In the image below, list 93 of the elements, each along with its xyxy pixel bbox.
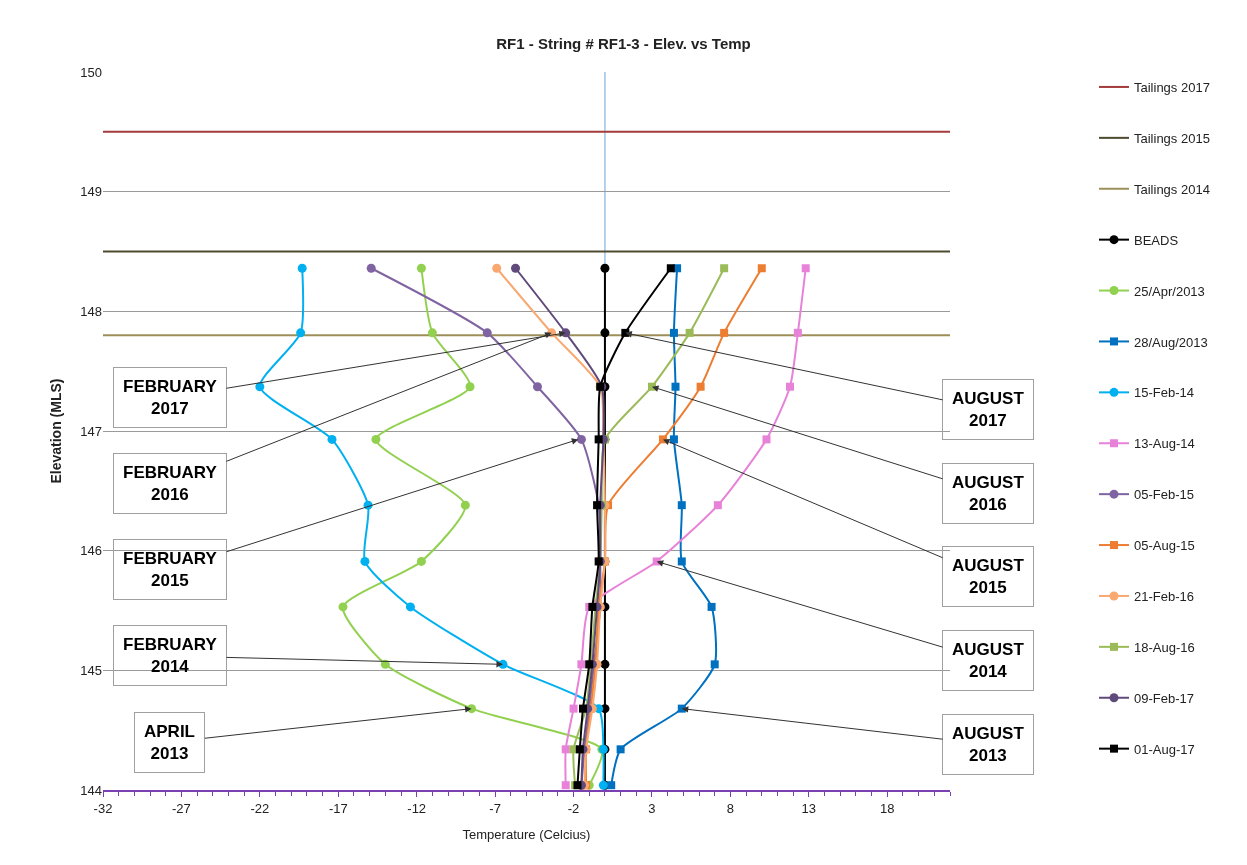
point (757, 264, 766, 273)
point (669, 435, 678, 444)
y-tick-label: 144 (80, 782, 102, 798)
y-tick-label: 147 (80, 423, 102, 439)
point (600, 328, 610, 338)
annotation: AUGUST 2016 (952, 473, 1025, 515)
point (762, 435, 771, 444)
legend-label: Tailings 2015 (1133, 130, 1210, 146)
point (511, 263, 521, 273)
point (720, 264, 729, 273)
x-tick-label: 8 (726, 800, 735, 816)
point (482, 328, 492, 338)
point (338, 602, 348, 612)
y-axis-title: Elevation (MLS) (47, 378, 64, 484)
y-tick-label: 145 (80, 662, 102, 678)
point (405, 602, 415, 612)
point (801, 264, 810, 273)
legend-label: 05-Aug-15 (1133, 538, 1195, 554)
chart-title: RF1 - String # RF1-3 - Elev. vs Temp (496, 35, 751, 53)
point (713, 501, 722, 510)
x-tick-label: -17 (328, 800, 348, 816)
point (297, 263, 307, 273)
y-tick-label: 150 (80, 64, 102, 80)
point (296, 328, 306, 338)
point (685, 328, 694, 337)
point (600, 263, 610, 273)
y-tick-label: 149 (80, 184, 102, 200)
point (561, 781, 570, 790)
point (793, 328, 802, 337)
annotation: FEBRUARY 2016 (123, 463, 218, 505)
x-tick-label: -32 (93, 800, 113, 816)
y-tick-label: 148 (80, 303, 102, 319)
annotation: FEBRUARY 2017 (123, 377, 218, 419)
x-tick-label: -2 (567, 800, 580, 816)
legend-label: 25/Apr/2013 (1133, 283, 1205, 299)
point (366, 263, 376, 273)
point (600, 659, 610, 669)
annotation: AUGUST 2013 (952, 724, 1025, 766)
x-tick-label: 13 (801, 800, 817, 816)
point (616, 745, 625, 754)
annotation: FEBRUARY 2014 (123, 635, 218, 677)
point (427, 328, 437, 338)
legend-label: 18-Aug-16 (1133, 639, 1195, 655)
point (492, 263, 502, 273)
legend-label: 21-Feb-16 (1133, 589, 1194, 605)
point (710, 660, 719, 669)
point (460, 500, 470, 510)
point (360, 556, 370, 566)
point (561, 745, 570, 754)
annotation: APRIL 2013 (144, 722, 195, 764)
legend-label: BEADS (1133, 232, 1179, 248)
annotation: AUGUST 2014 (952, 640, 1025, 682)
point (569, 704, 578, 713)
legend-label: 28/Aug/2013 (1133, 334, 1208, 350)
point (786, 382, 795, 391)
annotation: FEBRUARY 2015 (123, 549, 218, 591)
point (576, 434, 586, 444)
x-tick-label: -12 (407, 800, 427, 816)
point (720, 328, 729, 337)
point (594, 435, 603, 444)
x-axis-title: Temperature (Celcius) (462, 826, 591, 842)
point (696, 382, 705, 391)
point (677, 557, 686, 566)
y-tick-label: 146 (80, 543, 102, 559)
x-tick-label: 3 (648, 800, 656, 816)
point (416, 556, 426, 566)
point (666, 264, 675, 273)
point (677, 501, 686, 510)
point (707, 602, 716, 611)
point (607, 781, 616, 790)
annotation: AUGUST 2017 (952, 389, 1025, 431)
annotation: AUGUST 2015 (952, 556, 1025, 598)
x-tick-label: -27 (172, 800, 191, 816)
legend-label: 05-Feb-15 (1133, 487, 1194, 503)
legend-label: Tailings 2017 (1133, 80, 1210, 96)
x-tick-label: -7 (489, 800, 501, 816)
legend-label: 09-Feb-17 (1133, 690, 1194, 706)
point (371, 434, 381, 444)
point (465, 382, 475, 392)
x-tick-label: -22 (250, 800, 270, 816)
legend-label: 01-Aug-17 (1133, 741, 1195, 757)
point (416, 263, 426, 273)
point (532, 382, 542, 392)
point (327, 434, 337, 444)
point (671, 382, 680, 391)
point (577, 660, 586, 669)
legend-label: 13-Aug-14 (1133, 436, 1195, 452)
x-tick-label: 18 (880, 800, 895, 816)
point (578, 704, 587, 713)
point (575, 745, 584, 754)
point (669, 328, 678, 337)
legend-label: 15-Feb-14 (1133, 385, 1194, 401)
legend-label: Tailings 2014 (1133, 181, 1210, 197)
